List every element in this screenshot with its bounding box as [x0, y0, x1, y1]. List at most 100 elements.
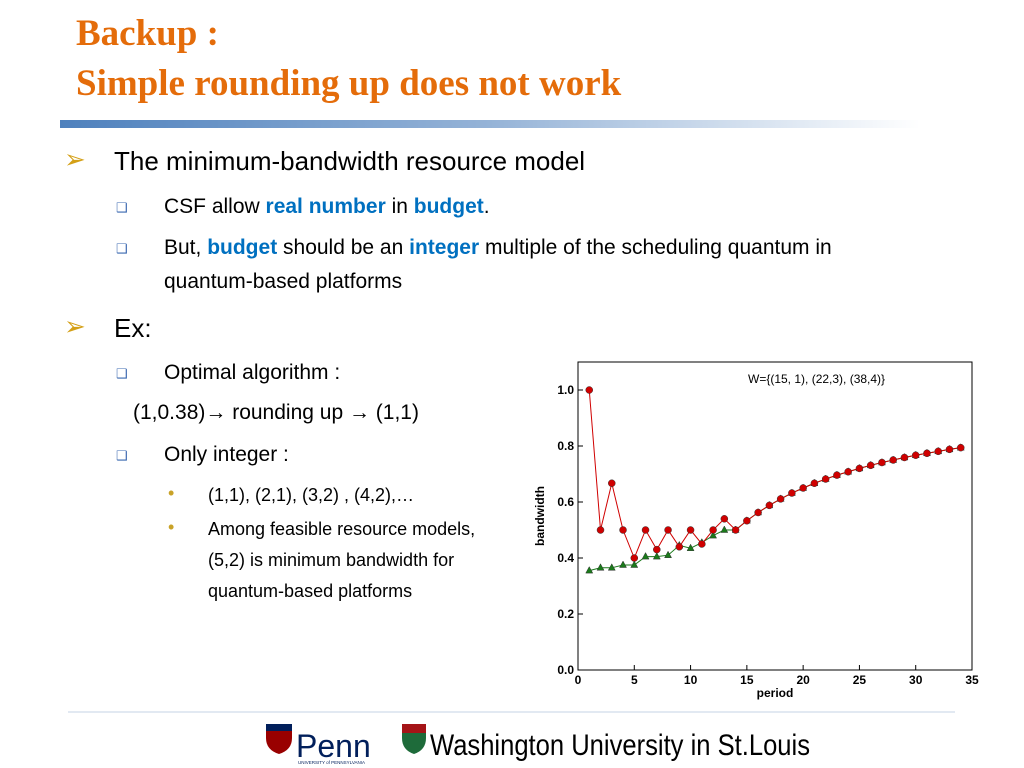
point	[686, 543, 695, 551]
point	[911, 451, 920, 459]
x-axis-label: period	[757, 686, 794, 700]
point	[765, 501, 774, 510]
bullet-text: CSF allow real number in budget.	[164, 190, 490, 224]
point	[788, 489, 796, 497]
point	[934, 447, 942, 456]
penn-sub: UNIVERSITY of PENNSYLVANIA	[298, 760, 365, 765]
bullet-icon: ❑	[116, 448, 128, 463]
bullet-text: The minimum-bandwidth resource model	[114, 146, 586, 176]
point	[619, 526, 627, 534]
point	[641, 526, 650, 534]
chart: 0.0 0.2 0.4 0.6 0.8 1.0 0 5 10 15 20 25 30 35 period ba…	[533, 361, 979, 700]
point	[585, 386, 594, 394]
bullet-icon: •	[168, 483, 175, 503]
bullet-text: (1,0.38)→ rounding up → (1,1)	[133, 401, 419, 424]
point	[664, 550, 672, 558]
point	[596, 526, 605, 534]
title-line: Backup :	[76, 13, 219, 54]
y-tick-label: 0.4	[557, 551, 574, 565]
x-tick-label: 0	[575, 673, 582, 687]
bullet-icon: •	[168, 517, 175, 537]
point	[956, 443, 965, 452]
y-tick-label: 0.6	[557, 495, 574, 509]
x-tick-label: 30	[909, 673, 923, 687]
text: in	[385, 195, 414, 218]
text: .	[483, 195, 490, 218]
series-line	[588, 389, 961, 560]
x-tick-label: 35	[965, 673, 979, 687]
bullet-text: But, budget should be an integer multipl…	[164, 231, 864, 299]
highlight: budget	[207, 236, 278, 259]
series-line	[589, 447, 961, 572]
point	[866, 461, 875, 470]
point	[889, 456, 897, 464]
x-tick-label: 20	[796, 673, 810, 687]
highlight: budget	[413, 195, 484, 218]
point	[855, 464, 864, 473]
point	[754, 508, 762, 517]
plot-frame	[577, 361, 973, 671]
shield-band	[402, 724, 426, 733]
bullet-icon: ❑	[116, 200, 128, 215]
point	[619, 560, 627, 568]
point	[664, 526, 672, 534]
point	[698, 540, 706, 548]
text: multiple of the scheduling quantum in qu…	[164, 236, 832, 293]
point	[821, 475, 830, 483]
point	[799, 484, 807, 492]
point	[686, 526, 695, 534]
title-line: Simple rounding up does not work	[76, 63, 622, 104]
shield-band	[266, 724, 292, 731]
penn-name: Penn	[296, 728, 371, 764]
point	[743, 517, 751, 525]
point	[630, 554, 639, 562]
point	[720, 515, 729, 523]
y-tick-label: 0.2	[557, 607, 574, 621]
x-tick-label: 15	[740, 673, 754, 687]
washu-logo: Washington University in St.Louis	[402, 724, 810, 762]
point	[652, 552, 661, 560]
x-tick-label: 5	[631, 673, 638, 687]
bullet-text: Optimal algorithm :	[164, 361, 341, 384]
bullet-text: Among feasible resource models, (5,2) is…	[208, 519, 476, 601]
y-axis-label: bandwidth	[533, 486, 547, 546]
point	[810, 479, 819, 487]
shield	[266, 724, 292, 754]
point	[731, 526, 740, 534]
point	[653, 545, 661, 554]
title-rule	[60, 120, 920, 128]
bullet-icon: ➢	[64, 144, 86, 174]
bullet-text: Only integer :	[164, 443, 289, 466]
point	[675, 543, 684, 551]
bullet-text: (1,1), (2,1), (3,2) , (4,2),…	[208, 485, 415, 505]
point	[878, 458, 886, 467]
y-tick-label: 0.8	[557, 439, 574, 453]
point	[630, 560, 639, 568]
x-tick-label: 25	[853, 673, 867, 687]
text: CSF allow	[164, 195, 266, 218]
point	[776, 495, 785, 503]
point	[945, 445, 954, 454]
bullet-text: Ex:	[114, 313, 152, 343]
bullet-icon: ❑	[116, 241, 128, 256]
point	[844, 468, 852, 476]
x-tick-label: 10	[684, 673, 698, 687]
point	[607, 563, 616, 571]
bullet-icon: ➢	[64, 311, 86, 341]
point	[641, 552, 650, 560]
point	[900, 453, 909, 462]
point	[709, 526, 717, 534]
point	[833, 471, 841, 479]
text: But,	[164, 236, 208, 259]
washu-name: Washington University in St.Louis	[430, 729, 810, 762]
point	[596, 563, 605, 571]
highlight: real number	[265, 195, 386, 218]
highlight: integer	[409, 236, 480, 259]
point	[720, 525, 729, 533]
annotation: W={(15, 1), (22,3), (38,4)}	[748, 372, 885, 386]
penn-logo: Penn UNIVERSITY of PENNSYLVANIA	[266, 724, 371, 765]
point	[585, 566, 594, 574]
point	[608, 479, 616, 487]
